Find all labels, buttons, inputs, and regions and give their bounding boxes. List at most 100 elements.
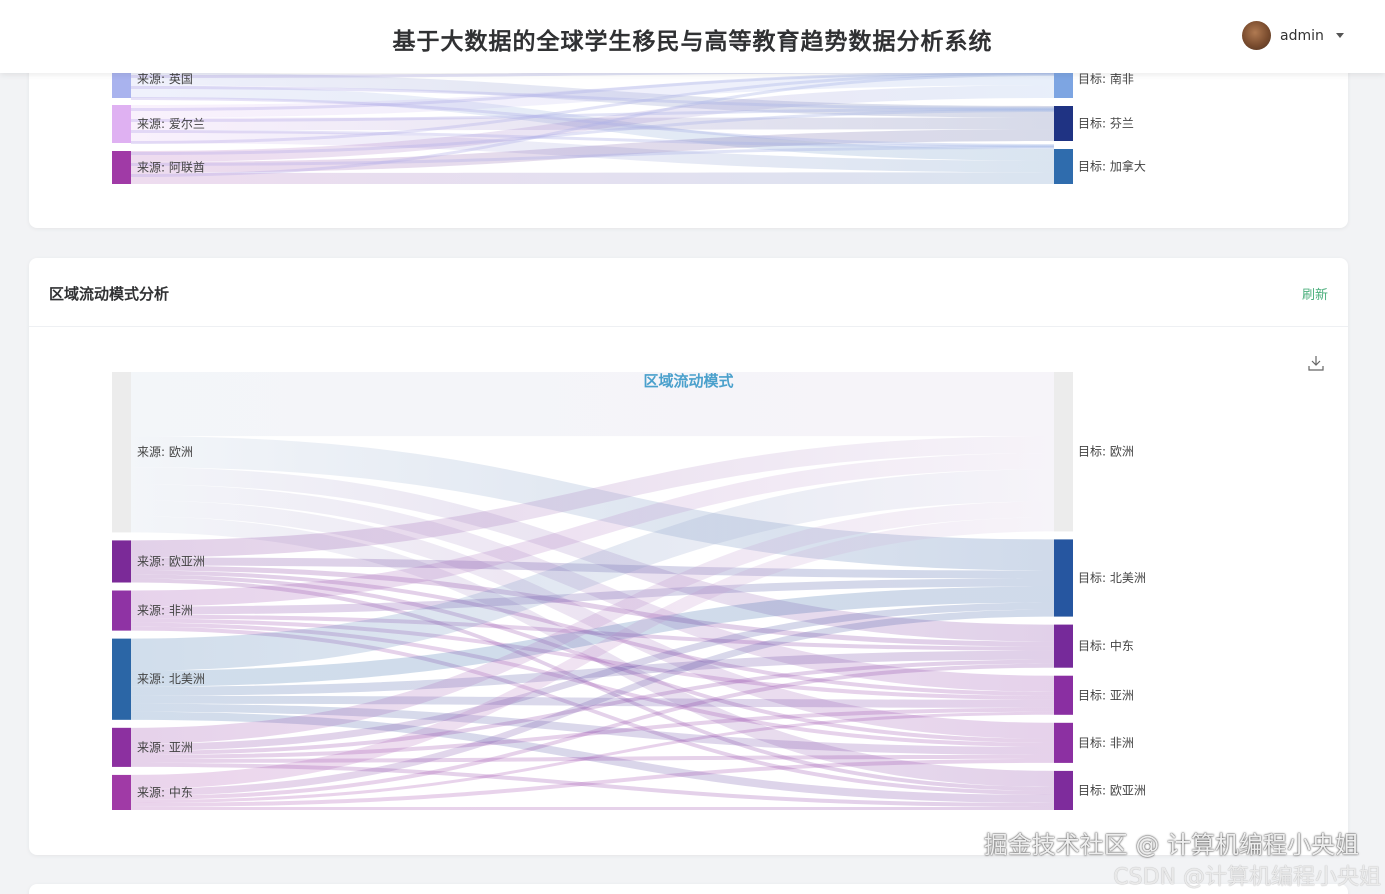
username: admin [1280,27,1324,44]
download-icon[interactable] [1308,355,1324,371]
card-header: 区域流动模式分析 刷新 [29,258,1348,327]
target-1-node[interactable] [1054,539,1073,617]
flow-link [131,130,1054,148]
flow-link [131,146,1054,166]
flow-link [131,72,1054,118]
top-target-2-label: 目标: 加拿大 [1078,159,1146,174]
source-5-node[interactable] [112,774,131,810]
target-0-node[interactable] [1054,372,1073,532]
flow-link [131,130,1054,173]
flow-link [131,754,1054,763]
source-2-label: 来源: 非洲 [137,604,193,618]
flow-link [131,72,1054,144]
source-4-node[interactable] [112,727,131,767]
flow-link [131,501,1054,744]
top-target-1-node[interactable] [1054,106,1073,141]
flow-link [131,614,1054,651]
flow-link [131,663,1054,800]
flow-link [131,650,1054,696]
chart-title: 区域流动模式 [643,372,734,390]
flow-link [131,73,1054,177]
flow-link [131,711,1054,803]
flow-link [131,469,1054,671]
watermark: 掘金技术社区 @ 计算机编程小央姐 [983,831,1359,859]
flow-link [131,806,1054,810]
source-0-label: 来源: 欧洲 [137,445,193,459]
next-card [29,884,1348,894]
source-0-node[interactable] [112,372,131,533]
flow-link [131,517,1054,789]
flow-link [131,72,1054,118]
flow-link [131,108,1054,122]
flow-link [131,707,1054,759]
target-0-label: 目标: 欧洲 [1078,445,1134,459]
flow-link [131,626,1054,795]
target-4-node[interactable] [1054,722,1073,763]
flow-link [131,659,1054,755]
source-3-label: 来源: 北美洲 [137,672,205,686]
flow-link [131,695,1054,708]
source-4-label: 来源: 亚洲 [137,740,193,754]
top-source-2-node[interactable] [112,151,131,184]
flow-link [131,71,1054,111]
source-2-node[interactable] [112,590,131,631]
top-target-1-label: 目标: 芬兰 [1078,117,1134,131]
target-2-node[interactable] [1054,624,1073,668]
flow-link [131,618,1054,700]
flow-link [131,758,1054,807]
source-3-node[interactable] [112,638,131,720]
flow-link [131,570,1054,696]
target-1-label: 目标: 北美洲 [1078,571,1146,585]
user-menu[interactable]: admin [1242,21,1344,50]
source-5-label: 来源: 中东 [137,784,193,799]
flow-link [131,109,1054,155]
flow-link [131,467,1054,642]
flow-link [131,609,1054,796]
flow-link [131,586,1054,687]
flow-link [131,453,1054,607]
target-3-node[interactable] [1054,675,1073,715]
target-5-label: 目标: 欧亚洲 [1078,783,1146,797]
top-source-1-label: 来源: 爱尔兰 [137,116,205,131]
flow-link [131,172,1054,184]
flow-link [131,85,1054,162]
flow-link [131,97,1054,147]
top-header: 基于大数据的全球学生移民与高等教育趋势数据分析系统 admin [0,0,1385,73]
flow-link [131,85,1054,161]
top-source-0-label: 来源: 英国 [137,72,193,86]
watermark-csdn: CSDN @计算机编程小央姐 [1113,865,1381,890]
flow-link [131,484,1054,692]
source-1-label: 来源: 欧亚洲 [137,554,205,568]
target-2-label: 目标: 中东 [1078,638,1134,653]
top-target-0-label: 目标: 南非 [1078,71,1134,86]
source-1-node[interactable] [112,540,131,583]
flow-link [131,565,1054,647]
target-3-label: 目标: 亚洲 [1078,688,1134,702]
refresh-button[interactable]: 刷新 [1301,288,1328,303]
flow-link [131,762,1054,807]
flow-link [131,436,1054,571]
flow-link [131,129,1054,173]
top-target-2-node[interactable] [1054,149,1073,184]
flow-link [131,86,1054,110]
flow-link [131,574,1054,743]
flow-link [131,578,1054,615]
top-source-2-label: 来源: 阿联酋 [137,160,205,175]
flow-link [131,703,1054,755]
flow-link [131,436,1054,558]
target-5-node[interactable] [1054,770,1073,810]
region-flow-card: 区域流动模式分析 刷新 区域流动模式 来源: 欧洲 来源: 欧亚洲 来源: 非洲 来源… [29,258,1348,855]
flow-link [131,117,1054,131]
flow-link [131,516,1054,787]
caret-down-icon [1335,33,1344,38]
flow-link [131,711,1054,803]
card-title: 区域流动模式分析 [49,285,170,303]
flow-link [131,622,1054,747]
avatar[interactable] [1242,21,1271,50]
app-title: 基于大数据的全球学生移民与高等教育趋势数据分析系统 [392,29,993,55]
flow-link [131,602,1054,751]
flow-link [131,578,1054,791]
flow-link [131,500,1054,739]
flow-link [131,557,1054,579]
top-source-1-node[interactable] [112,105,131,143]
